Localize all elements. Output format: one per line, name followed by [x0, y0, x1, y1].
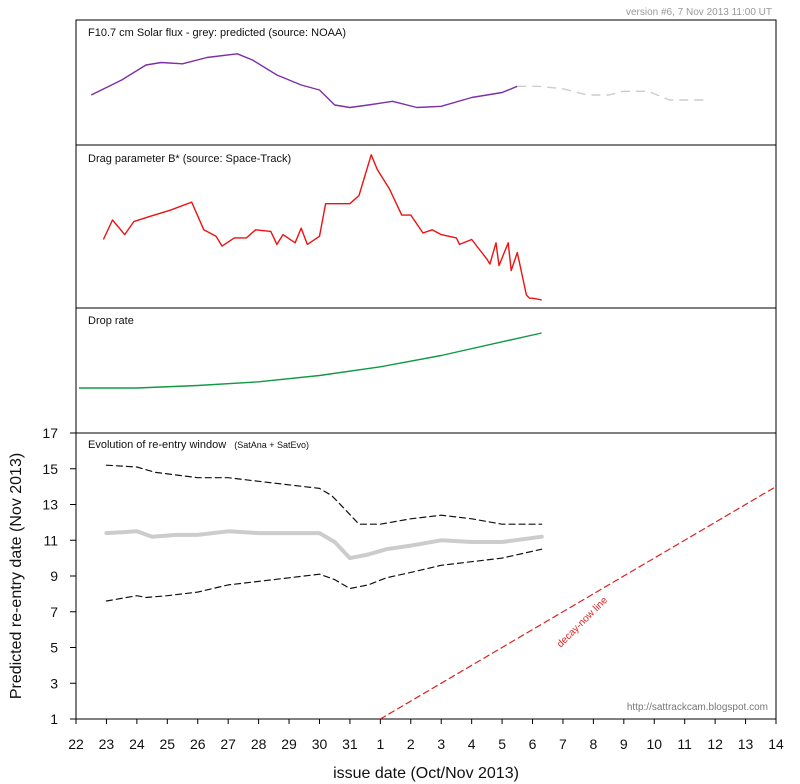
x-tick-label: 14: [768, 736, 784, 752]
y-tick-label: 3: [50, 675, 58, 691]
y-tick-label: 11: [43, 532, 58, 548]
x-tick-label: 27: [220, 736, 236, 752]
drag-parameter-panel: [75, 144, 777, 309]
x-tick-label: 25: [160, 736, 176, 752]
drag-parameter-b--line: [102, 154, 542, 301]
x-tick-label: 29: [281, 736, 297, 752]
re-entry-nominal-line: [104, 529, 544, 561]
x-tick-label: 9: [620, 736, 628, 752]
solar-flux-title: F10.7 cm Solar flux - grey: predicted (s…: [88, 27, 346, 39]
x-tick-label: 10: [646, 736, 662, 752]
solar-flux-predicted-line: [517, 85, 706, 101]
y-tick-label: 13: [42, 497, 58, 513]
re-entry-window-title: Evolution of re-entry window (SatAna + S…: [88, 439, 309, 451]
solar-flux-observed-line: [90, 53, 518, 109]
x-tick-label: 4: [468, 736, 476, 752]
re-entry-lower-bound-line: [105, 548, 543, 602]
y-tick-label: 5: [50, 640, 58, 656]
credit-text: http://sattrackcam.blogspot.com: [627, 702, 768, 713]
drop-rate-drop-rate-line: [79, 332, 542, 389]
decay-now-label: decay-now line: [555, 595, 610, 650]
y-tick-label: 1: [50, 711, 58, 727]
x-tick-label: 22: [68, 736, 84, 752]
drop-rate-series-layer: [79, 332, 542, 389]
drag-parameter-series-layer: [102, 154, 542, 301]
x-tick-label: 7: [559, 736, 567, 752]
y-tick-label: 9: [50, 568, 58, 584]
re-entry-upper-bound-line: [105, 464, 543, 525]
x-tick-label: 11: [677, 736, 692, 752]
x-tick-label: 5: [498, 736, 506, 752]
re-entry-window-subtitle: (SatAna + SatEvo): [234, 440, 309, 450]
x-tick-label: 28: [251, 736, 267, 752]
drop-rate-title: Drop rate: [88, 315, 134, 327]
x-tick-label: 23: [99, 736, 115, 752]
re-entry-decay-now-line-line: [379, 486, 777, 720]
y-tick-label: 7: [50, 604, 58, 620]
x-tick-label: 2: [407, 736, 415, 752]
drag-parameter-title: Drag parameter B* (source: Space-Track): [88, 153, 291, 165]
x-tick-label: 8: [589, 736, 597, 752]
drop-rate-panel: [75, 307, 777, 434]
re-entry-window-series-layer: [104, 464, 777, 720]
x-axis-label: issue date (Oct/Nov 2013): [333, 765, 519, 782]
x-tick-label: 13: [738, 736, 754, 752]
x-tick-label: 3: [437, 736, 445, 752]
x-tick-label: 31: [342, 736, 358, 752]
x-tick-label: 1: [376, 736, 384, 752]
y-tick-label: 15: [42, 461, 58, 477]
x-tick-label: 30: [312, 736, 328, 752]
x-tick-label: 24: [129, 736, 145, 752]
x-tick-label: 12: [707, 736, 723, 752]
x-tick-label: 26: [190, 736, 206, 752]
version-text: version #6, 7 Nov 2013 11:00 UT: [626, 7, 772, 18]
solar-flux-series-layer: [90, 53, 706, 109]
y-tick-label: 17: [42, 425, 58, 441]
x-axis-ticks: 22 23 24 25 26 27 28 29 30 31 1 2 3 4 5 6 7 8 9 10 11 12 13 14: [68, 719, 784, 752]
x-tick-label: 6: [529, 736, 537, 752]
re-entry-window-title-main: Evolution of re-entry window: [88, 439, 226, 451]
y-axis-label: Predicted re-entry date (Nov 2013): [8, 453, 25, 699]
